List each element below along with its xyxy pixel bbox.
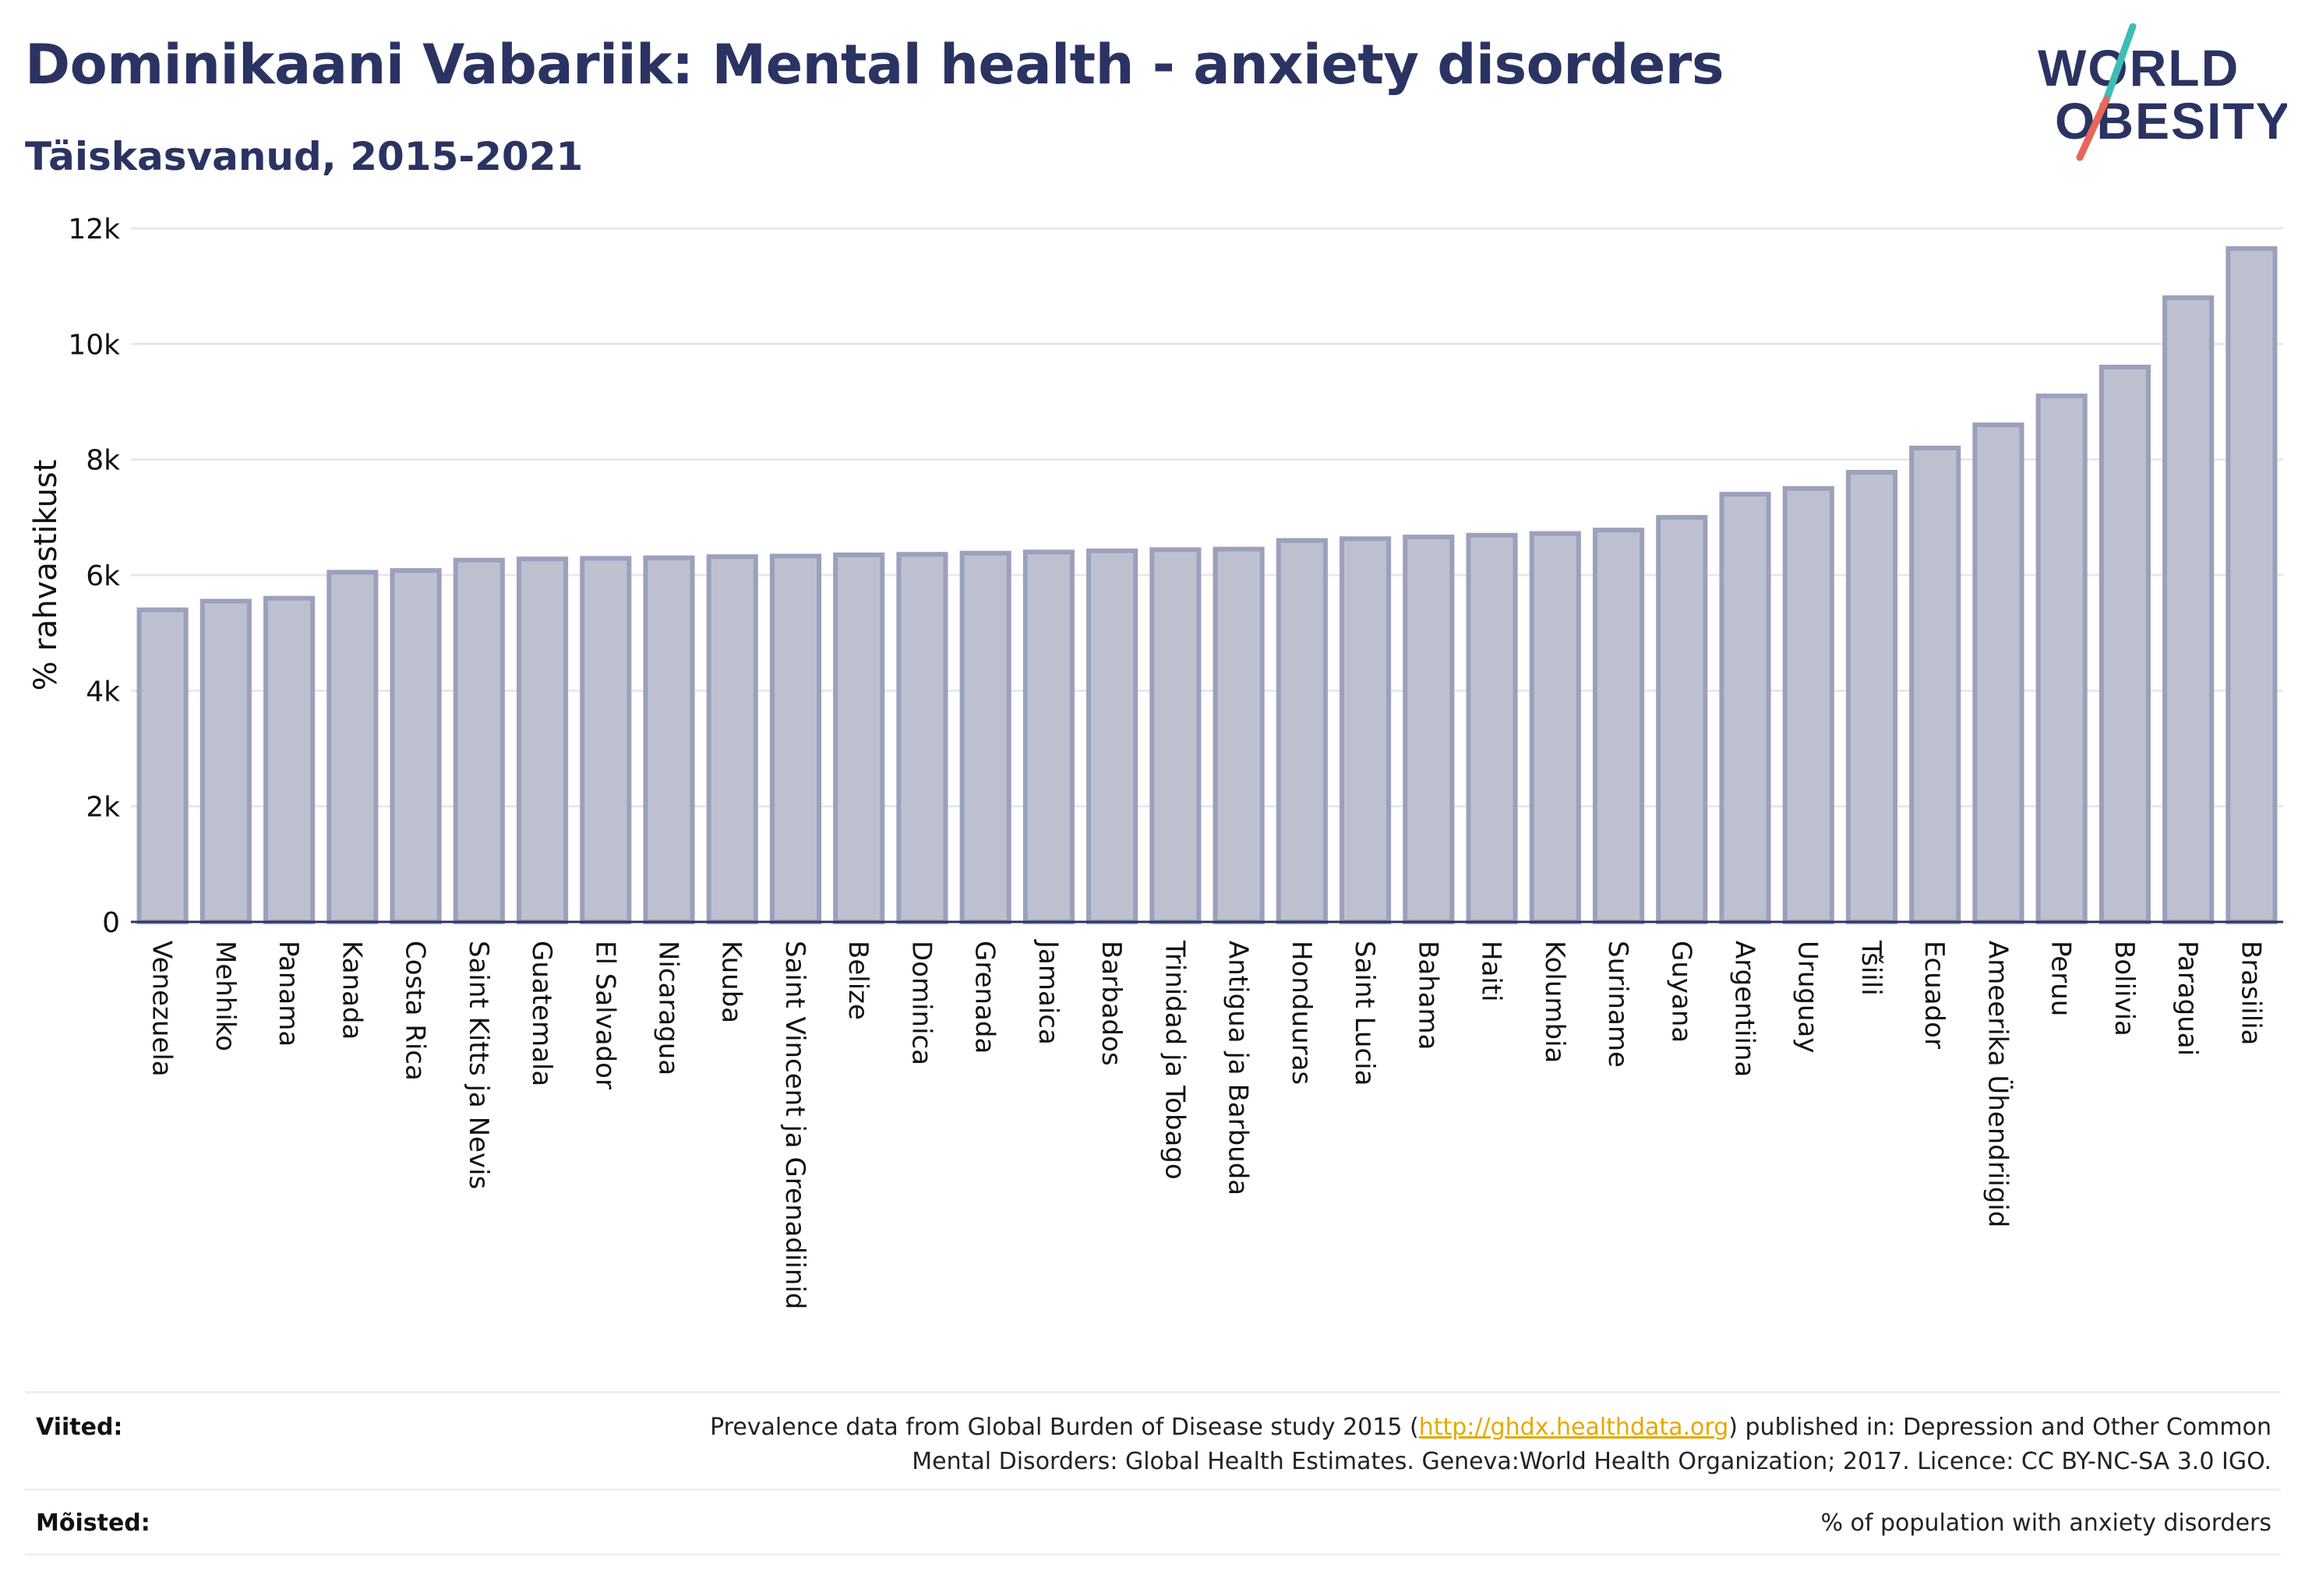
bar: [706, 554, 758, 924]
x-tick-label: Guatemala: [526, 941, 557, 1086]
x-tick-label: Suriname: [1602, 941, 1633, 1068]
sources-link[interactable]: http://ghdx.healthdata.org: [1418, 1414, 1729, 1441]
bar: [769, 553, 822, 925]
bar: [896, 552, 948, 924]
bar: [1213, 546, 1265, 924]
x-tick-label: Haiti: [1476, 941, 1507, 1002]
logo-text-world: WORLD: [2038, 39, 2240, 97]
definitions-text: % of population with anxiety disorders: [1820, 1509, 2271, 1537]
x-tick-label: Saint Lucia: [1349, 941, 1380, 1086]
footer-definitions-row: Mõisted: % of population with anxiety di…: [25, 1491, 2281, 1553]
bar: [1656, 514, 1708, 924]
y-axis-title: % rahvastikust: [28, 460, 64, 691]
x-tick-label: Nicaragua: [653, 941, 684, 1075]
bar: [1972, 422, 2024, 924]
x-tick-label: Grenada: [969, 941, 1001, 1054]
x-tick-label: Argentiina: [1729, 941, 1760, 1077]
x-tick-label: Barbados: [1096, 941, 1127, 1066]
x-tick-label: Kolumbia: [1539, 941, 1570, 1063]
bar: [453, 557, 505, 924]
x-tick-label: Bahama: [1412, 941, 1443, 1050]
bar: [1909, 445, 1961, 924]
footer-divider-middle: [25, 1488, 2281, 1491]
sources-label: Viited:: [36, 1414, 123, 1441]
bar: [2162, 295, 2215, 924]
x-tick-label: Mehhiko: [210, 941, 241, 1051]
bar: [1782, 486, 1834, 924]
x-tick-label: Panama: [273, 941, 304, 1047]
bar: [1149, 547, 1202, 924]
bar-chart: 0 2k 4k 6k 8k 10k 12k % rahvastikust Venezuela Me…: [28, 214, 2283, 1309]
bar: [1340, 536, 1392, 925]
footer-divider-top: [25, 1391, 2281, 1393]
x-tick-label: Jamaica: [1032, 939, 1064, 1045]
sources-text-part3: Mental Disorders: Global Health Estimate…: [912, 1448, 2271, 1475]
definitions-label: Mõisted:: [36, 1509, 150, 1537]
x-tick-label: Antigua ja Barbuda: [1223, 941, 1254, 1195]
x-tick-label: Uruguay: [1792, 941, 1823, 1054]
x-tick-label: Paraguai: [2172, 941, 2203, 1056]
y-tick-label: 4k: [86, 676, 120, 708]
x-tick-label: Ameerika Ühendriigid: [1982, 941, 2014, 1227]
bar: [390, 568, 442, 924]
bar: [1022, 549, 1075, 924]
y-tick-label: 6k: [86, 560, 120, 592]
bar: [136, 607, 189, 924]
bar: [1592, 528, 1645, 925]
y-tick-label: 8k: [86, 445, 120, 477]
bar: [833, 553, 885, 925]
sources-text: Prevalence data from Global Burden of Di…: [710, 1411, 2271, 1479]
chart-title: Dominikaani Vabariik: Mental health - an…: [25, 33, 1724, 97]
x-tick-label: Boliivia: [2109, 941, 2140, 1036]
bar: [580, 556, 632, 924]
y-tick-label: 12k: [68, 214, 120, 245]
bar: [1466, 532, 1518, 924]
y-tick-label: 2k: [86, 792, 120, 824]
y-tick-label: 0: [102, 907, 120, 939]
bar: [2035, 394, 2088, 925]
bar: [2226, 245, 2278, 925]
x-tick-label: Venezuela: [146, 941, 178, 1077]
bar: [1276, 538, 1328, 924]
x-tick-label: Guyana: [1665, 941, 1696, 1043]
bar: [1845, 469, 1898, 924]
x-tick-label: Tšiili: [1855, 940, 1887, 996]
x-tick-label: Saint Vincent ja Grenadiinid: [779, 941, 810, 1309]
x-tick-label: Trinidad ja Tobago: [1159, 940, 1190, 1180]
bar: [516, 556, 569, 924]
x-tick-label: Kuuba: [716, 941, 747, 1023]
x-tick-label: Peruu: [2046, 941, 2077, 1016]
bar: [199, 598, 252, 924]
x-tick-label: Honduuras: [1286, 941, 1317, 1085]
x-tick-label: Saint Kitts ja Nevis: [463, 941, 494, 1189]
bar: [1719, 492, 1771, 924]
bar: [1403, 535, 1455, 924]
bar: [959, 550, 1011, 924]
sources-text-part2: ) published in: Depression and Other Com…: [1728, 1414, 2271, 1441]
x-tick-label: Ecuador: [1918, 941, 1950, 1049]
bar: [327, 570, 379, 925]
bar: [643, 555, 695, 924]
x-tick-label: Kanada: [336, 941, 367, 1040]
x-tick-label: Costa Rica: [400, 941, 431, 1081]
bar: [263, 595, 316, 925]
chart-subtitle: Täiskasvanud, 2015-2021: [25, 134, 584, 179]
bar: [1086, 548, 1138, 924]
bar: [2099, 365, 2151, 924]
bar: [1529, 531, 1581, 924]
footer-sources-row: Viited: Prevalence data from Global Burd…: [25, 1395, 2281, 1488]
x-tick-label: Belize: [842, 941, 874, 1020]
y-tick-label: 10k: [68, 329, 120, 361]
x-tick-label: Brasiilia: [2235, 941, 2266, 1045]
world-obesity-logo: WORLD OBESITY: [2038, 23, 2287, 161]
logo-slash-bottom: [2076, 96, 2110, 161]
footer-divider-bottom: [25, 1553, 2281, 1555]
sources-text-part1: Prevalence data from Global Burden of Di…: [710, 1414, 1419, 1441]
x-tick-label: El Salvador: [589, 941, 620, 1089]
x-tick-label: Dominica: [905, 941, 937, 1065]
logo-slash-top: [2102, 23, 2137, 104]
